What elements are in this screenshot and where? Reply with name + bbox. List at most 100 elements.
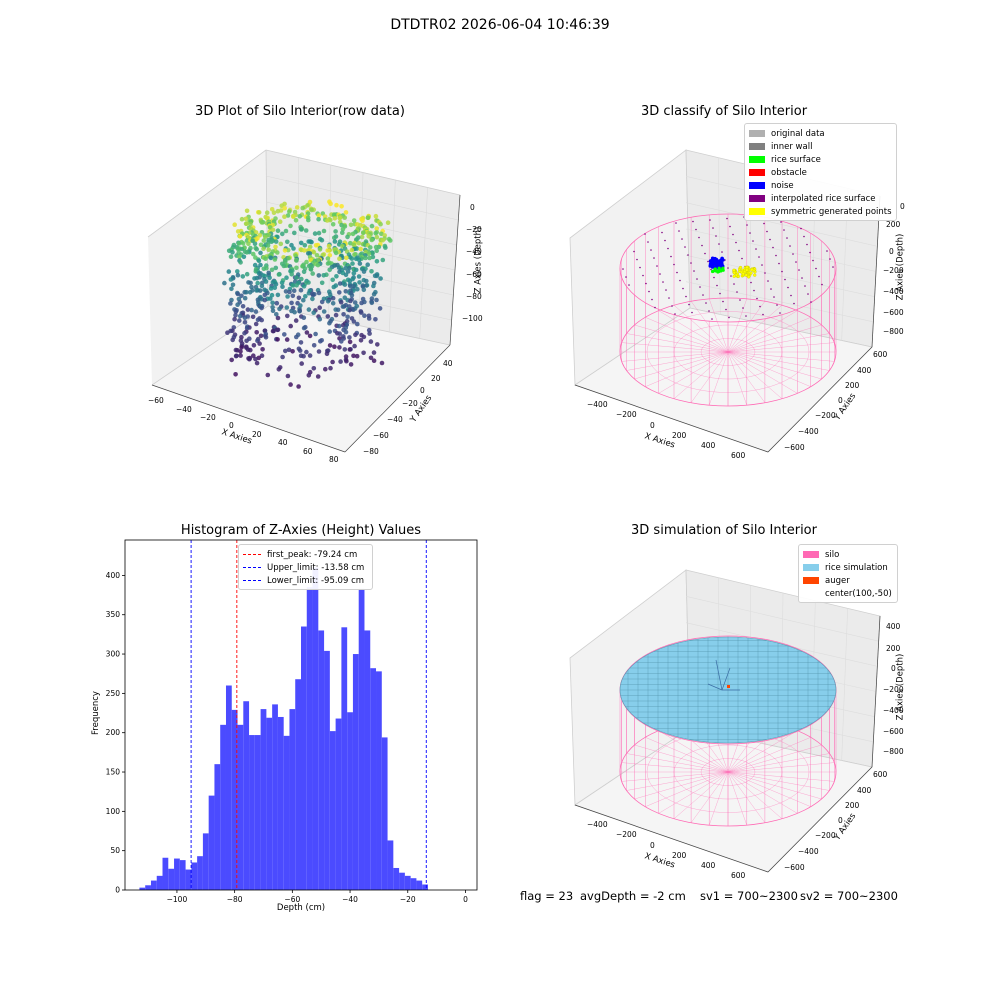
- y-tick-label: 250: [106, 689, 121, 698]
- data-point: [235, 229, 241, 234]
- silo-floor-ring: [673, 744, 783, 800]
- interpolated-point: [679, 279, 681, 282]
- interpolated-point: [766, 230, 768, 233]
- data-point: [251, 343, 257, 348]
- data-point: [343, 354, 349, 359]
- data-point: [259, 283, 265, 289]
- data-point: [259, 317, 265, 323]
- interpolated-point: [775, 254, 777, 257]
- data-point: [369, 269, 374, 274]
- histogram-bar: [329, 731, 336, 890]
- histogram-bar: [358, 588, 365, 890]
- p2-ytick-4: 200: [845, 381, 860, 390]
- data-point: [299, 361, 305, 366]
- data-point: [240, 274, 246, 279]
- data-point: [347, 339, 353, 345]
- simulation-3d: [569, 569, 881, 873]
- histogram-bar: [318, 630, 325, 890]
- data-point: [321, 309, 327, 314]
- p4-ytick-4: 200: [845, 801, 860, 810]
- data-point: [300, 205, 306, 211]
- data-point: [310, 271, 316, 276]
- histogram-bar: [260, 709, 267, 890]
- interpolated-point: [735, 241, 737, 244]
- data-point: [261, 238, 267, 243]
- data-point: [309, 207, 314, 213]
- legend-item-noise: noise: [749, 179, 891, 192]
- p4-ztick-6: −800: [883, 747, 904, 756]
- hist-xlabel: Depth (cm): [276, 903, 326, 913]
- legend-line-swatch: [243, 567, 261, 568]
- data-point: [365, 262, 371, 268]
- hist-legend: first_peak: -79.24 cm Upper_limit: -13.5…: [238, 544, 373, 590]
- interpolated-point: [698, 236, 700, 239]
- interpolated-point: [628, 284, 630, 286]
- data-point: [306, 373, 312, 378]
- symmetric-point: [732, 274, 736, 278]
- interpolated-point: [693, 270, 695, 272]
- interpolated-point: [644, 233, 646, 235]
- data-point: [294, 258, 299, 263]
- data-point: [286, 255, 291, 261]
- legend-item-original-data: original data: [749, 127, 891, 140]
- data-point: [361, 287, 367, 293]
- p2-ztick-3: −400: [883, 287, 904, 296]
- p1-zlabel: Z Axies (Depth): [473, 226, 484, 294]
- data-point: [274, 300, 280, 306]
- data-point: [325, 299, 331, 304]
- interpolated-point: [783, 229, 785, 231]
- histogram-bar: [393, 867, 400, 890]
- data-point: [340, 227, 346, 232]
- data-point: [255, 280, 260, 286]
- data-point: [334, 202, 339, 208]
- data-point: [315, 262, 321, 268]
- data-point: [297, 348, 303, 353]
- data-point: [359, 300, 364, 306]
- data-point: [244, 271, 250, 277]
- interpolated-point: [651, 298, 653, 301]
- interpolated-point: [665, 289, 667, 291]
- p1-ztick-3: −60: [466, 270, 482, 279]
- data-point: [237, 313, 243, 319]
- data-point: [282, 332, 287, 337]
- histogram-bar: [243, 701, 250, 890]
- interpolated-point: [763, 222, 765, 225]
- data-point: [265, 372, 271, 378]
- p2-xtick-2: 0: [650, 421, 655, 430]
- p2-zlabel: Z Axies (Depth): [895, 233, 906, 301]
- histogram-bar: [156, 875, 163, 890]
- data-point: [365, 215, 371, 221]
- data-point: [294, 275, 299, 280]
- data-point: [333, 312, 339, 318]
- rice-surface-point: [710, 269, 715, 274]
- status-sv1: sv1 = 700~2300: [700, 889, 798, 903]
- histogram-bar: [381, 737, 388, 890]
- histogram-bar: [410, 878, 417, 890]
- histogram-bar: [145, 885, 151, 890]
- data-point: [348, 222, 354, 228]
- data-point: [294, 265, 299, 271]
- data-point: [229, 357, 234, 363]
- data-point: [253, 309, 259, 314]
- data-point: [352, 300, 358, 305]
- x-tick-label: −20: [400, 895, 416, 904]
- data-point: [273, 244, 278, 250]
- data-point: [275, 337, 280, 342]
- data-point: [244, 250, 250, 255]
- interpolated-point: [692, 220, 694, 223]
- data-point: [222, 280, 227, 286]
- data-point: [307, 333, 313, 339]
- noise-point: [719, 258, 723, 263]
- data-point: [253, 321, 259, 327]
- data-point: [301, 269, 307, 275]
- p2-ztick-1: 0: [889, 247, 894, 256]
- p4-xtick-4: 400: [701, 861, 716, 870]
- data-point: [339, 204, 344, 209]
- legend-item-center: center(100,-50): [803, 587, 892, 600]
- data-point: [319, 280, 325, 286]
- p4-ytick-0: −600: [784, 863, 805, 872]
- data-point: [359, 234, 365, 240]
- interpolated-point: [662, 281, 664, 283]
- interpolated-point: [636, 258, 638, 261]
- p2-ytick-1: −400: [798, 427, 819, 436]
